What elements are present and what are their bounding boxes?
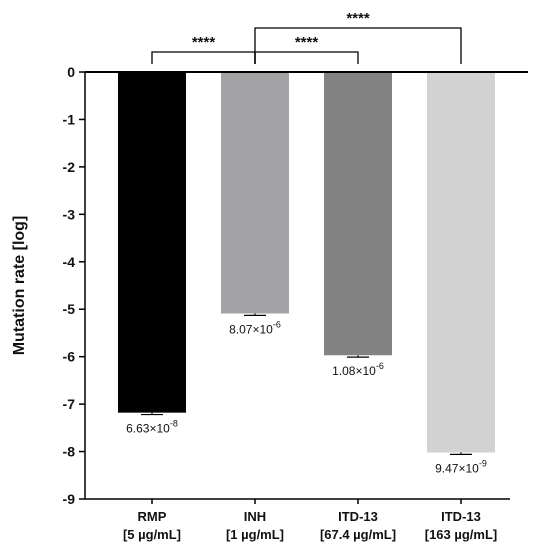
y-tick-label-1: -1 bbox=[63, 111, 76, 127]
category-label-3: ITD-13 bbox=[338, 509, 378, 524]
bars bbox=[118, 72, 495, 456]
significance-bracket-2 bbox=[254, 51, 359, 64]
y-tick-label-6: -6 bbox=[63, 349, 76, 365]
y-tick-label-3: -3 bbox=[63, 206, 76, 222]
value-label-1: 6.63×10-8 bbox=[126, 419, 178, 436]
y-tick-label-7: -7 bbox=[63, 396, 76, 412]
category-label-1: RMP bbox=[138, 509, 167, 524]
x-axis: RMP [5 µg/mL] INH [1 µg/mL] ITD-13 [67.4 µg/m… bbox=[85, 71, 528, 542]
significance-bracket-1 bbox=[151, 51, 256, 64]
category-sublabel-1: [5 µg/mL] bbox=[123, 527, 181, 542]
y-tick-label-9: -9 bbox=[63, 491, 76, 507]
y-axis-title: Mutation rate [log] bbox=[11, 216, 28, 356]
y-tick-label-8: -8 bbox=[63, 444, 76, 460]
category-sublabel-2: [1 µg/mL] bbox=[226, 527, 284, 542]
significance-brackets: **** **** **** bbox=[151, 10, 462, 64]
value-labels: 6.63×10-8 8.07×10-6 1.08×10-6 9.47×10-9 bbox=[126, 319, 487, 475]
value-label-3: 1.08×10-6 bbox=[332, 361, 384, 378]
category-label-2: INH bbox=[244, 509, 266, 524]
category-label-4: ITD-13 bbox=[441, 509, 481, 524]
y-axis: 0 -1 -2 -3 -4 -5 -6 -7 -8 -9 bbox=[63, 64, 86, 507]
significance-label-1: **** bbox=[192, 34, 216, 51]
category-sublabel-4: [163 µg/mL] bbox=[425, 527, 498, 542]
value-label-4: 9.47×10-9 bbox=[435, 458, 487, 475]
y-tick-label-5: -5 bbox=[63, 301, 76, 317]
significance-label-3: **** bbox=[346, 10, 370, 27]
category-sublabel-3: [67.4 µg/mL] bbox=[320, 527, 396, 542]
y-tick-label-0: 0 bbox=[67, 64, 75, 80]
y-tick-label-2: -2 bbox=[63, 159, 76, 175]
bar-4 bbox=[427, 72, 495, 453]
bar-2 bbox=[221, 72, 289, 314]
bar-1 bbox=[118, 72, 186, 413]
significance-bracket-3 bbox=[254, 27, 462, 64]
bar-3 bbox=[324, 72, 392, 356]
y-tick-label-4: -4 bbox=[63, 254, 76, 270]
significance-label-2: **** bbox=[295, 34, 319, 51]
value-label-2: 8.07×10-6 bbox=[229, 319, 281, 336]
